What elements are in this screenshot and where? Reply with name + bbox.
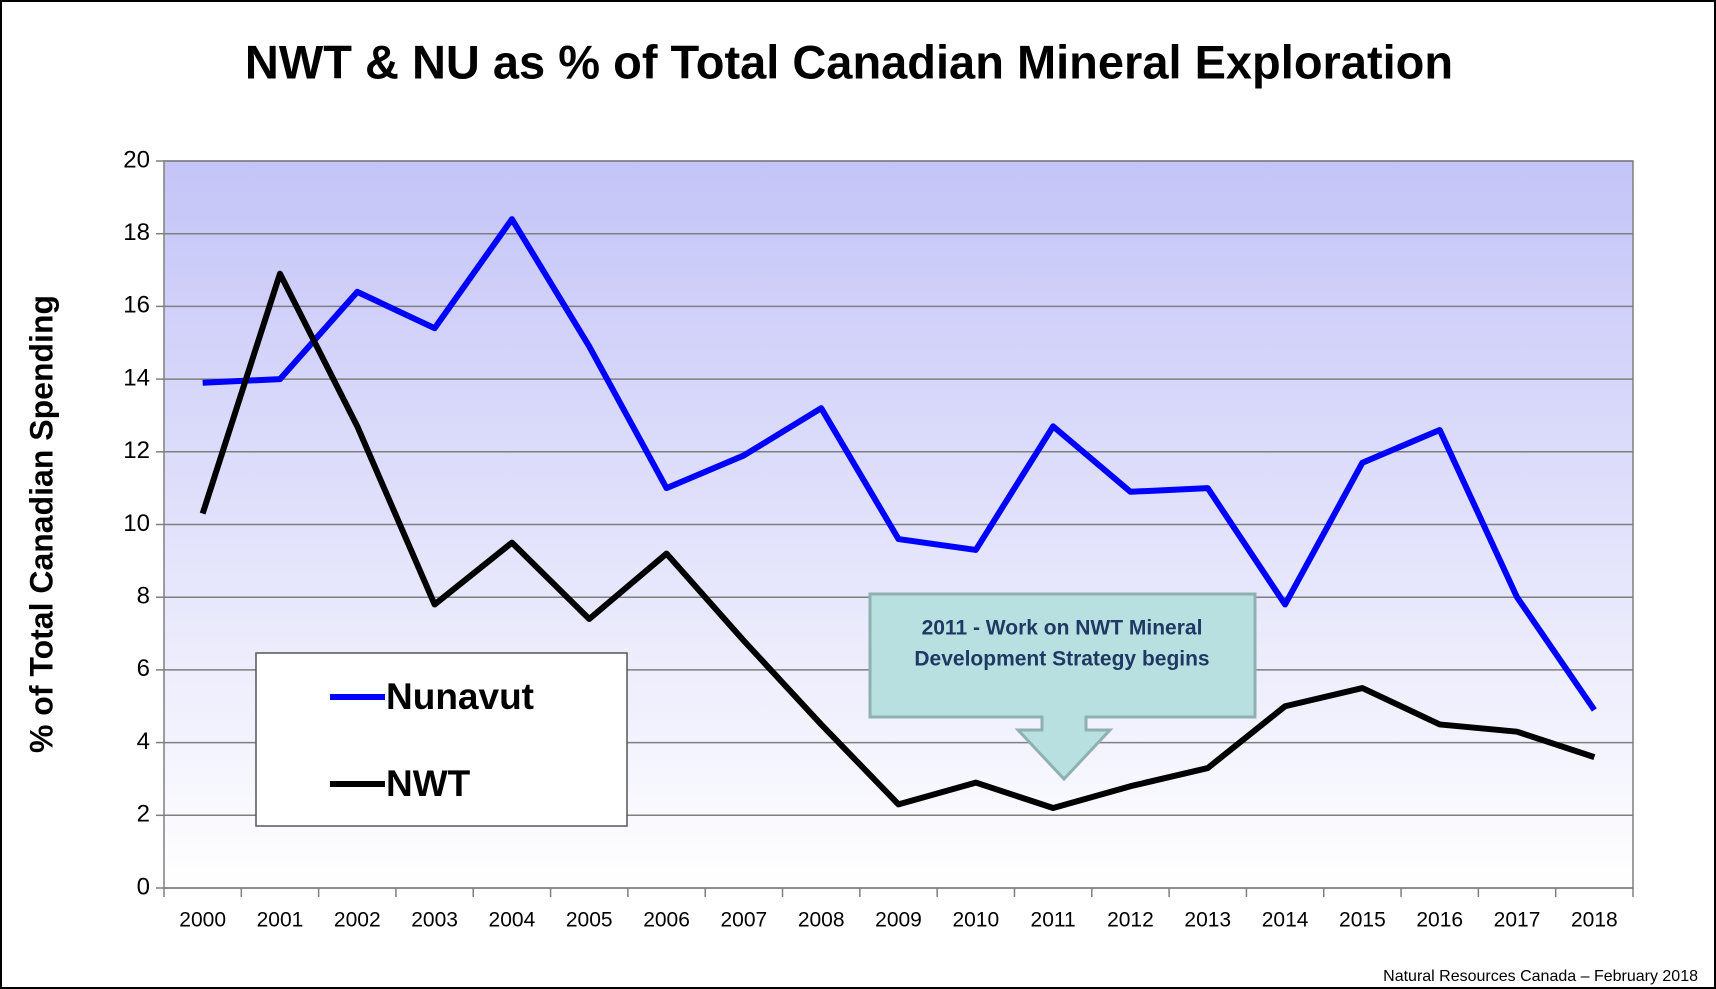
source-note: Natural Resources Canada – February 2018 xyxy=(1383,968,1698,985)
y-tick-label: 2 xyxy=(137,801,150,828)
x-tick-label: 2016 xyxy=(1416,909,1463,932)
plot-border xyxy=(163,160,1634,889)
x-tick-label: 2018 xyxy=(1571,909,1618,932)
x-tick-label: 2014 xyxy=(1262,909,1309,932)
x-tick-label: 2013 xyxy=(1184,909,1231,932)
annotation-text: 2011 - Work on NWT Mineral xyxy=(922,617,1203,640)
x-tick-label: 2006 xyxy=(643,909,690,932)
x-tick-label: 2015 xyxy=(1339,909,1386,932)
plot-area: 0 2 4 6 8 10 12 14 16 18 20 2000 2001 2002 2003 2004 200… xyxy=(123,146,1634,932)
x-tick-label: 2017 xyxy=(1494,909,1541,932)
y-tick-label: 10 xyxy=(123,510,150,537)
y-tick-label: 0 xyxy=(137,873,150,900)
y-tick-label: 18 xyxy=(123,219,150,246)
x-tick-label: 2001 xyxy=(257,909,304,932)
y-tick-label: 8 xyxy=(137,583,150,610)
x-tick-label: 2012 xyxy=(1107,909,1154,932)
x-tick-label: 2009 xyxy=(875,909,922,932)
y-tick-label: 6 xyxy=(137,655,150,682)
x-tick-label: 2004 xyxy=(489,909,536,932)
x-tick-label: 2008 xyxy=(798,909,845,932)
x-tick-label: 2003 xyxy=(411,909,458,932)
x-tick-label: 2000 xyxy=(179,909,226,932)
legend-label: Nunavut xyxy=(386,676,534,717)
legend-box xyxy=(255,652,628,827)
legend-label: NWT xyxy=(386,763,471,804)
x-tick-label: 2011 xyxy=(1031,909,1076,932)
y-tick-label: 14 xyxy=(123,364,150,391)
y-tick-label: 20 xyxy=(123,146,150,173)
x-tick-label: 2005 xyxy=(566,909,613,932)
y-tick-label: 12 xyxy=(123,437,150,464)
y-tick-label: 16 xyxy=(123,292,150,319)
annotation-text: Development Strategy begins xyxy=(914,648,1209,671)
x-tick-label: 2010 xyxy=(952,909,999,932)
x-tick-label: 2002 xyxy=(334,909,381,932)
chart-title: NWT & NU as % of Total Canadian Mineral … xyxy=(245,35,1453,88)
y-axis-label: % of Total Canadian Spending xyxy=(23,295,59,753)
y-tick-label: 4 xyxy=(137,728,150,755)
series-line xyxy=(199,270,1596,812)
x-tick-label: 2007 xyxy=(721,909,768,932)
annotation-callout xyxy=(868,592,1257,782)
series-line xyxy=(202,216,1597,712)
